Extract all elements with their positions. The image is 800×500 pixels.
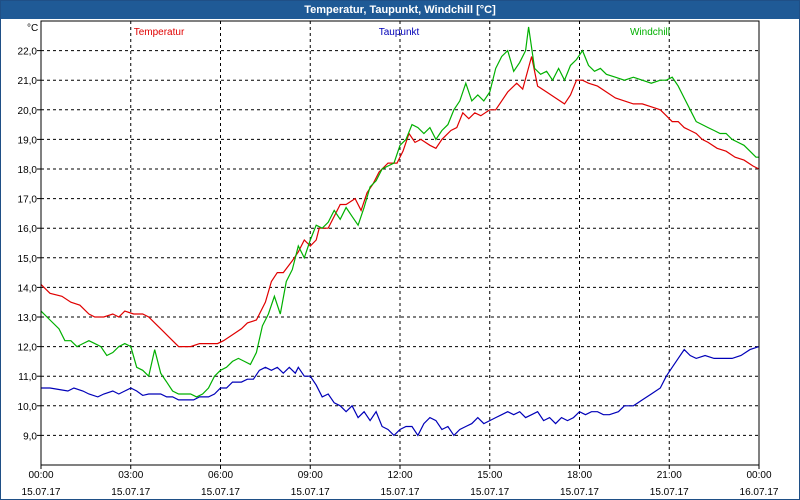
ytick-label: 18,0 [18,165,38,176]
xtick-time-label: 09:00 [298,470,323,481]
axes: 9,0 10,0 11,0 12,0 13,0 14,0 15,0 16,0 17,0 18,0 1… [18,20,779,498]
xtick-time-label: 15:00 [477,470,502,481]
series-lines [40,26,760,437]
legend-entry-windchill: Windchill [630,27,670,38]
xtick-date-label: 15.07.17 [650,487,689,498]
xtick-date-label: 15.07.17 [22,487,61,498]
legend-entry-temperatur: Temperatur [134,27,185,38]
chart-title: Temperatur, Taupunkt, Windchill [°C] [1,1,799,19]
ytick-label: 17,0 [18,195,38,206]
ytick-label: 22,0 [18,47,38,58]
xtick-date-label: 15.07.17 [201,487,240,498]
xtick-time-label: 00:00 [746,470,771,481]
xtick-time-label: 06:00 [208,470,233,481]
xtick-date-label: 15.07.17 [111,487,150,498]
ytick-label: 19,0 [18,135,38,146]
ytick-label: 13,0 [18,313,38,324]
ytick-label: 16,0 [18,224,38,235]
xtick-date-label: 15.07.17 [381,487,420,498]
plot-border [40,20,760,466]
ytick-label: 11,0 [18,372,37,383]
legend: Temperatur Taupunkt Windchill [134,27,670,38]
ytick-label: 9,0 [23,431,37,442]
ytick-label: 14,0 [18,283,38,294]
xtick-date-label: 15.07.17 [560,487,599,498]
xtick-date-label: 16.07.17 [740,487,779,498]
xtick-time-label: 21:00 [657,470,682,481]
ytick-label: 21,0 [18,76,38,87]
xtick-time-label: 00:00 [28,470,53,481]
series-line-temperatur [40,56,760,348]
xtick-date-label: 15.07.17 [470,487,509,498]
ytick-label: 15,0 [18,254,38,265]
ytick-label: 20,0 [18,106,38,117]
series-line-taupunkt [41,346,760,437]
series-line-windchill [40,26,759,398]
y-axis-label: °C [27,23,38,34]
xtick-time-label: 18:00 [567,470,592,481]
xtick-date-label: 15.07.17 [291,487,330,498]
xtick-time-label: 03:00 [118,470,143,481]
chart-canvas: 9,0 10,0 11,0 12,0 13,0 14,0 15,0 16,0 17,0 18,0 1… [18,20,779,498]
ytick-label: 10,0 [18,402,38,413]
xtick-time-label: 12:00 [387,470,412,481]
grid [41,21,759,465]
ytick-label: 12,0 [18,343,38,354]
legend-entry-taupunkt: Taupunkt [379,27,420,38]
